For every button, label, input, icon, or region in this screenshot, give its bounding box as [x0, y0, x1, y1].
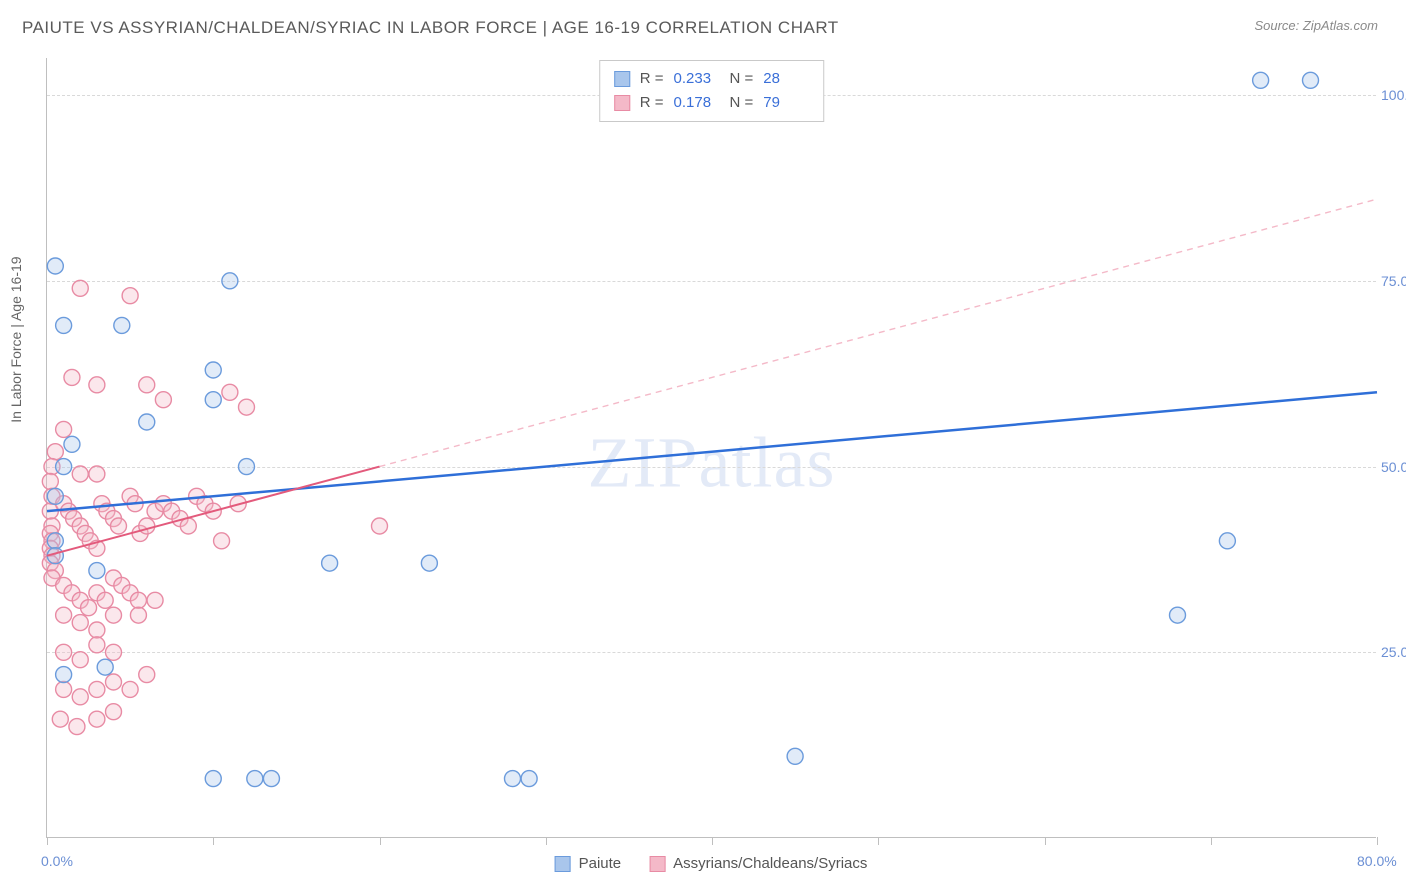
y-tick-label: 50.0%: [1381, 459, 1406, 475]
n-label: N =: [730, 91, 754, 115]
plot-area: ZIPatlas R = 0.233 N = 28 R = 0.178 N = …: [46, 58, 1376, 838]
series-legend: Paiute Assyrians/Chaldeans/Syriacs: [555, 855, 868, 872]
legend-item-assyrian: Assyrians/Chaldeans/Syriacs: [649, 855, 867, 872]
n-value-paiute: 28: [763, 67, 809, 91]
y-tick-label: 25.0%: [1381, 644, 1406, 660]
y-axis-label: In Labor Force | Age 16-19: [8, 256, 24, 422]
x-tick-label: 0.0%: [41, 853, 73, 869]
r-value-assyrian: 0.178: [674, 91, 720, 115]
swatch-paiute: [614, 71, 630, 87]
legend-label-paiute: Paiute: [579, 855, 622, 872]
x-tick-label: 80.0%: [1357, 853, 1397, 869]
correlation-chart: In Labor Force | Age 16-19 ZIPatlas R = …: [46, 58, 1376, 838]
y-tick-label: 100.0%: [1381, 87, 1406, 103]
n-label: N =: [730, 67, 754, 91]
stats-row-assyrian: R = 0.178 N = 79: [614, 91, 810, 115]
swatch-assyrian: [614, 95, 630, 111]
n-value-assyrian: 79: [763, 91, 809, 115]
r-value-paiute: 0.233: [674, 67, 720, 91]
stats-row-paiute: R = 0.233 N = 28: [614, 67, 810, 91]
stats-legend: R = 0.233 N = 28 R = 0.178 N = 79: [599, 60, 825, 122]
scatter-svg: [47, 58, 1376, 837]
y-tick-label: 75.0%: [1381, 273, 1406, 289]
source-attribution: Source: ZipAtlas.com: [1254, 18, 1378, 33]
legend-label-assyrian: Assyrians/Chaldeans/Syriacs: [673, 855, 867, 872]
legend-item-paiute: Paiute: [555, 855, 622, 872]
chart-title: PAIUTE VS ASSYRIAN/CHALDEAN/SYRIAC IN LA…: [22, 18, 839, 38]
legend-swatch-assyrian: [649, 856, 665, 872]
legend-swatch-paiute: [555, 856, 571, 872]
chart-header: PAIUTE VS ASSYRIAN/CHALDEAN/SYRIAC IN LA…: [0, 0, 1406, 44]
r-label: R =: [640, 67, 664, 91]
r-label: R =: [640, 91, 664, 115]
